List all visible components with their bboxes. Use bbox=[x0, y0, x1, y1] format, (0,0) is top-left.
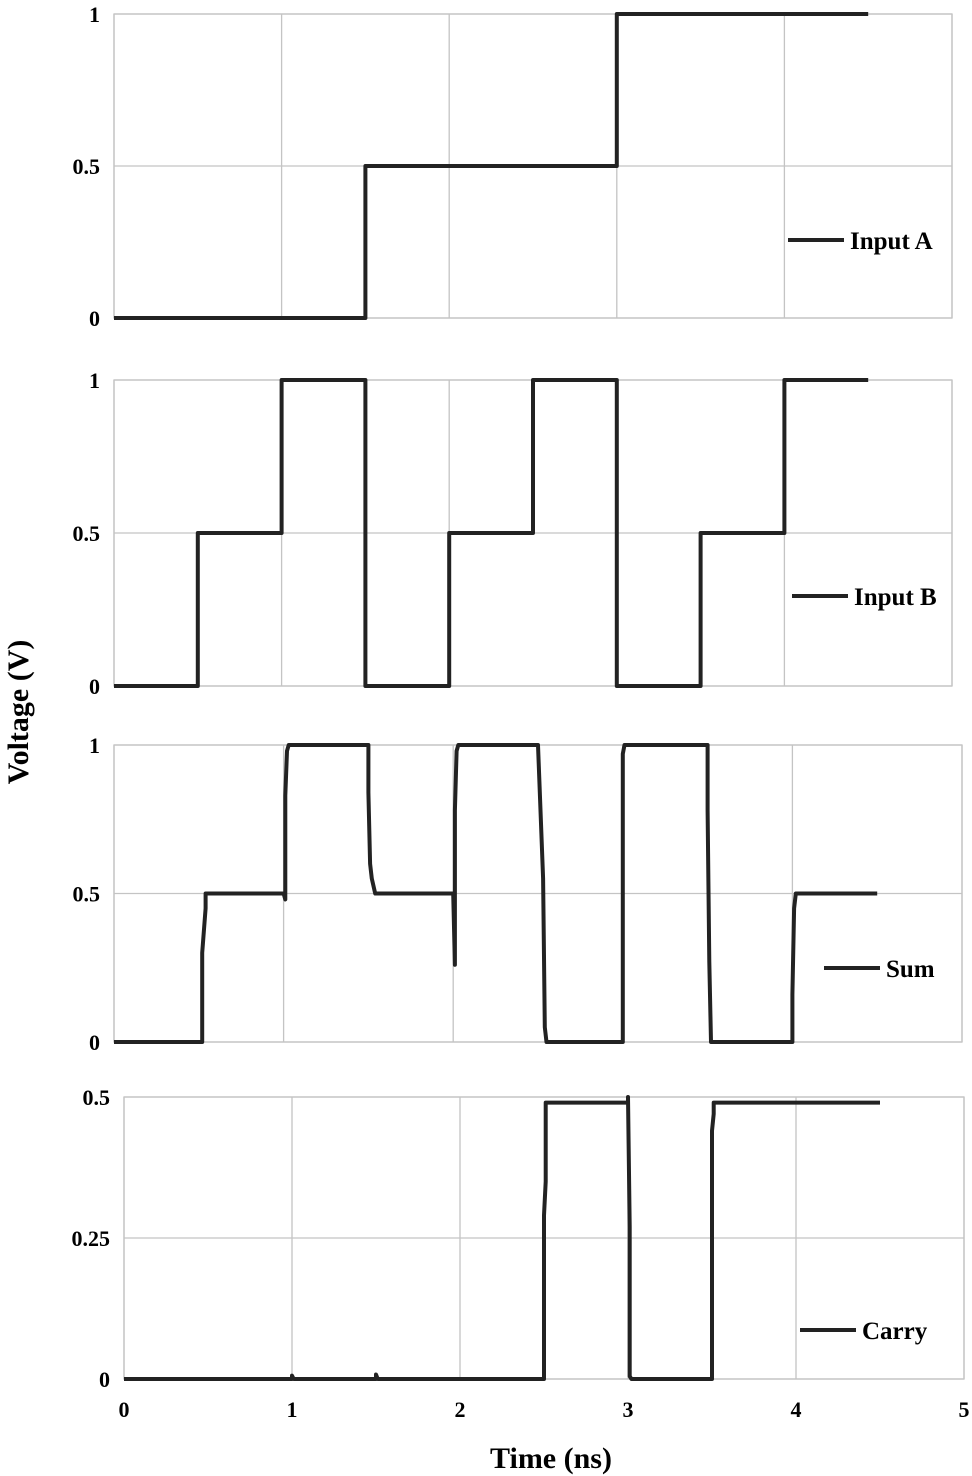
input-a-legend-label: Input A bbox=[850, 228, 933, 255]
x-tick-label: 2 bbox=[455, 1397, 466, 1422]
x-tick-label: 4 bbox=[791, 1397, 802, 1422]
sum-panel: 0 0.5 1 Sum bbox=[73, 733, 963, 1055]
input-b-legend-label: Input B bbox=[854, 584, 937, 611]
sum-y-tick-label: 0 bbox=[89, 1030, 100, 1055]
input-a-y-tick-label: 1 bbox=[89, 2, 100, 27]
input-a-y-tick-label: 0 bbox=[89, 306, 100, 331]
input-b-series-line bbox=[114, 378, 869, 688]
carry-y-tick-label: 0.5 bbox=[83, 1085, 111, 1110]
x-axis-title: Time (ns) bbox=[490, 1442, 612, 1475]
input-a-plot-frame bbox=[113, 13, 953, 319]
sum-legend-label: Sum bbox=[886, 956, 935, 983]
carry-legend-label: Carry bbox=[862, 1318, 928, 1345]
x-tick-label: 1 bbox=[287, 1397, 298, 1422]
carry-panel: 0 0.25 0.5 0 1 2 3 4 5 Carry bbox=[72, 1085, 970, 1422]
sum-series-line bbox=[114, 743, 878, 1044]
input-b-panel: 0 0.5 1 Input B bbox=[73, 368, 953, 699]
input-b-y-tick-label: 0 bbox=[89, 674, 100, 699]
sum-y-tick-label: 0.5 bbox=[73, 882, 101, 907]
carry-y-tick-label: 0.25 bbox=[72, 1226, 111, 1251]
input-a-series-line bbox=[114, 12, 869, 320]
sum-y-tick-label: 1 bbox=[89, 733, 100, 758]
y-axis-title: Voltage (V) bbox=[2, 640, 35, 785]
input-b-y-tick-label: 0.5 bbox=[73, 521, 101, 546]
carry-y-tick-label: 0 bbox=[99, 1367, 110, 1392]
x-tick-label: 5 bbox=[959, 1397, 970, 1422]
x-tick-label: 3 bbox=[623, 1397, 634, 1422]
x-tick-label: 0 bbox=[119, 1397, 130, 1422]
input-a-y-tick-label: 0.5 bbox=[73, 154, 101, 179]
carry-series-line bbox=[124, 1095, 880, 1381]
input-b-y-tick-label: 1 bbox=[89, 368, 100, 393]
input-a-panel: 0 0.5 1 Input A bbox=[73, 2, 953, 331]
